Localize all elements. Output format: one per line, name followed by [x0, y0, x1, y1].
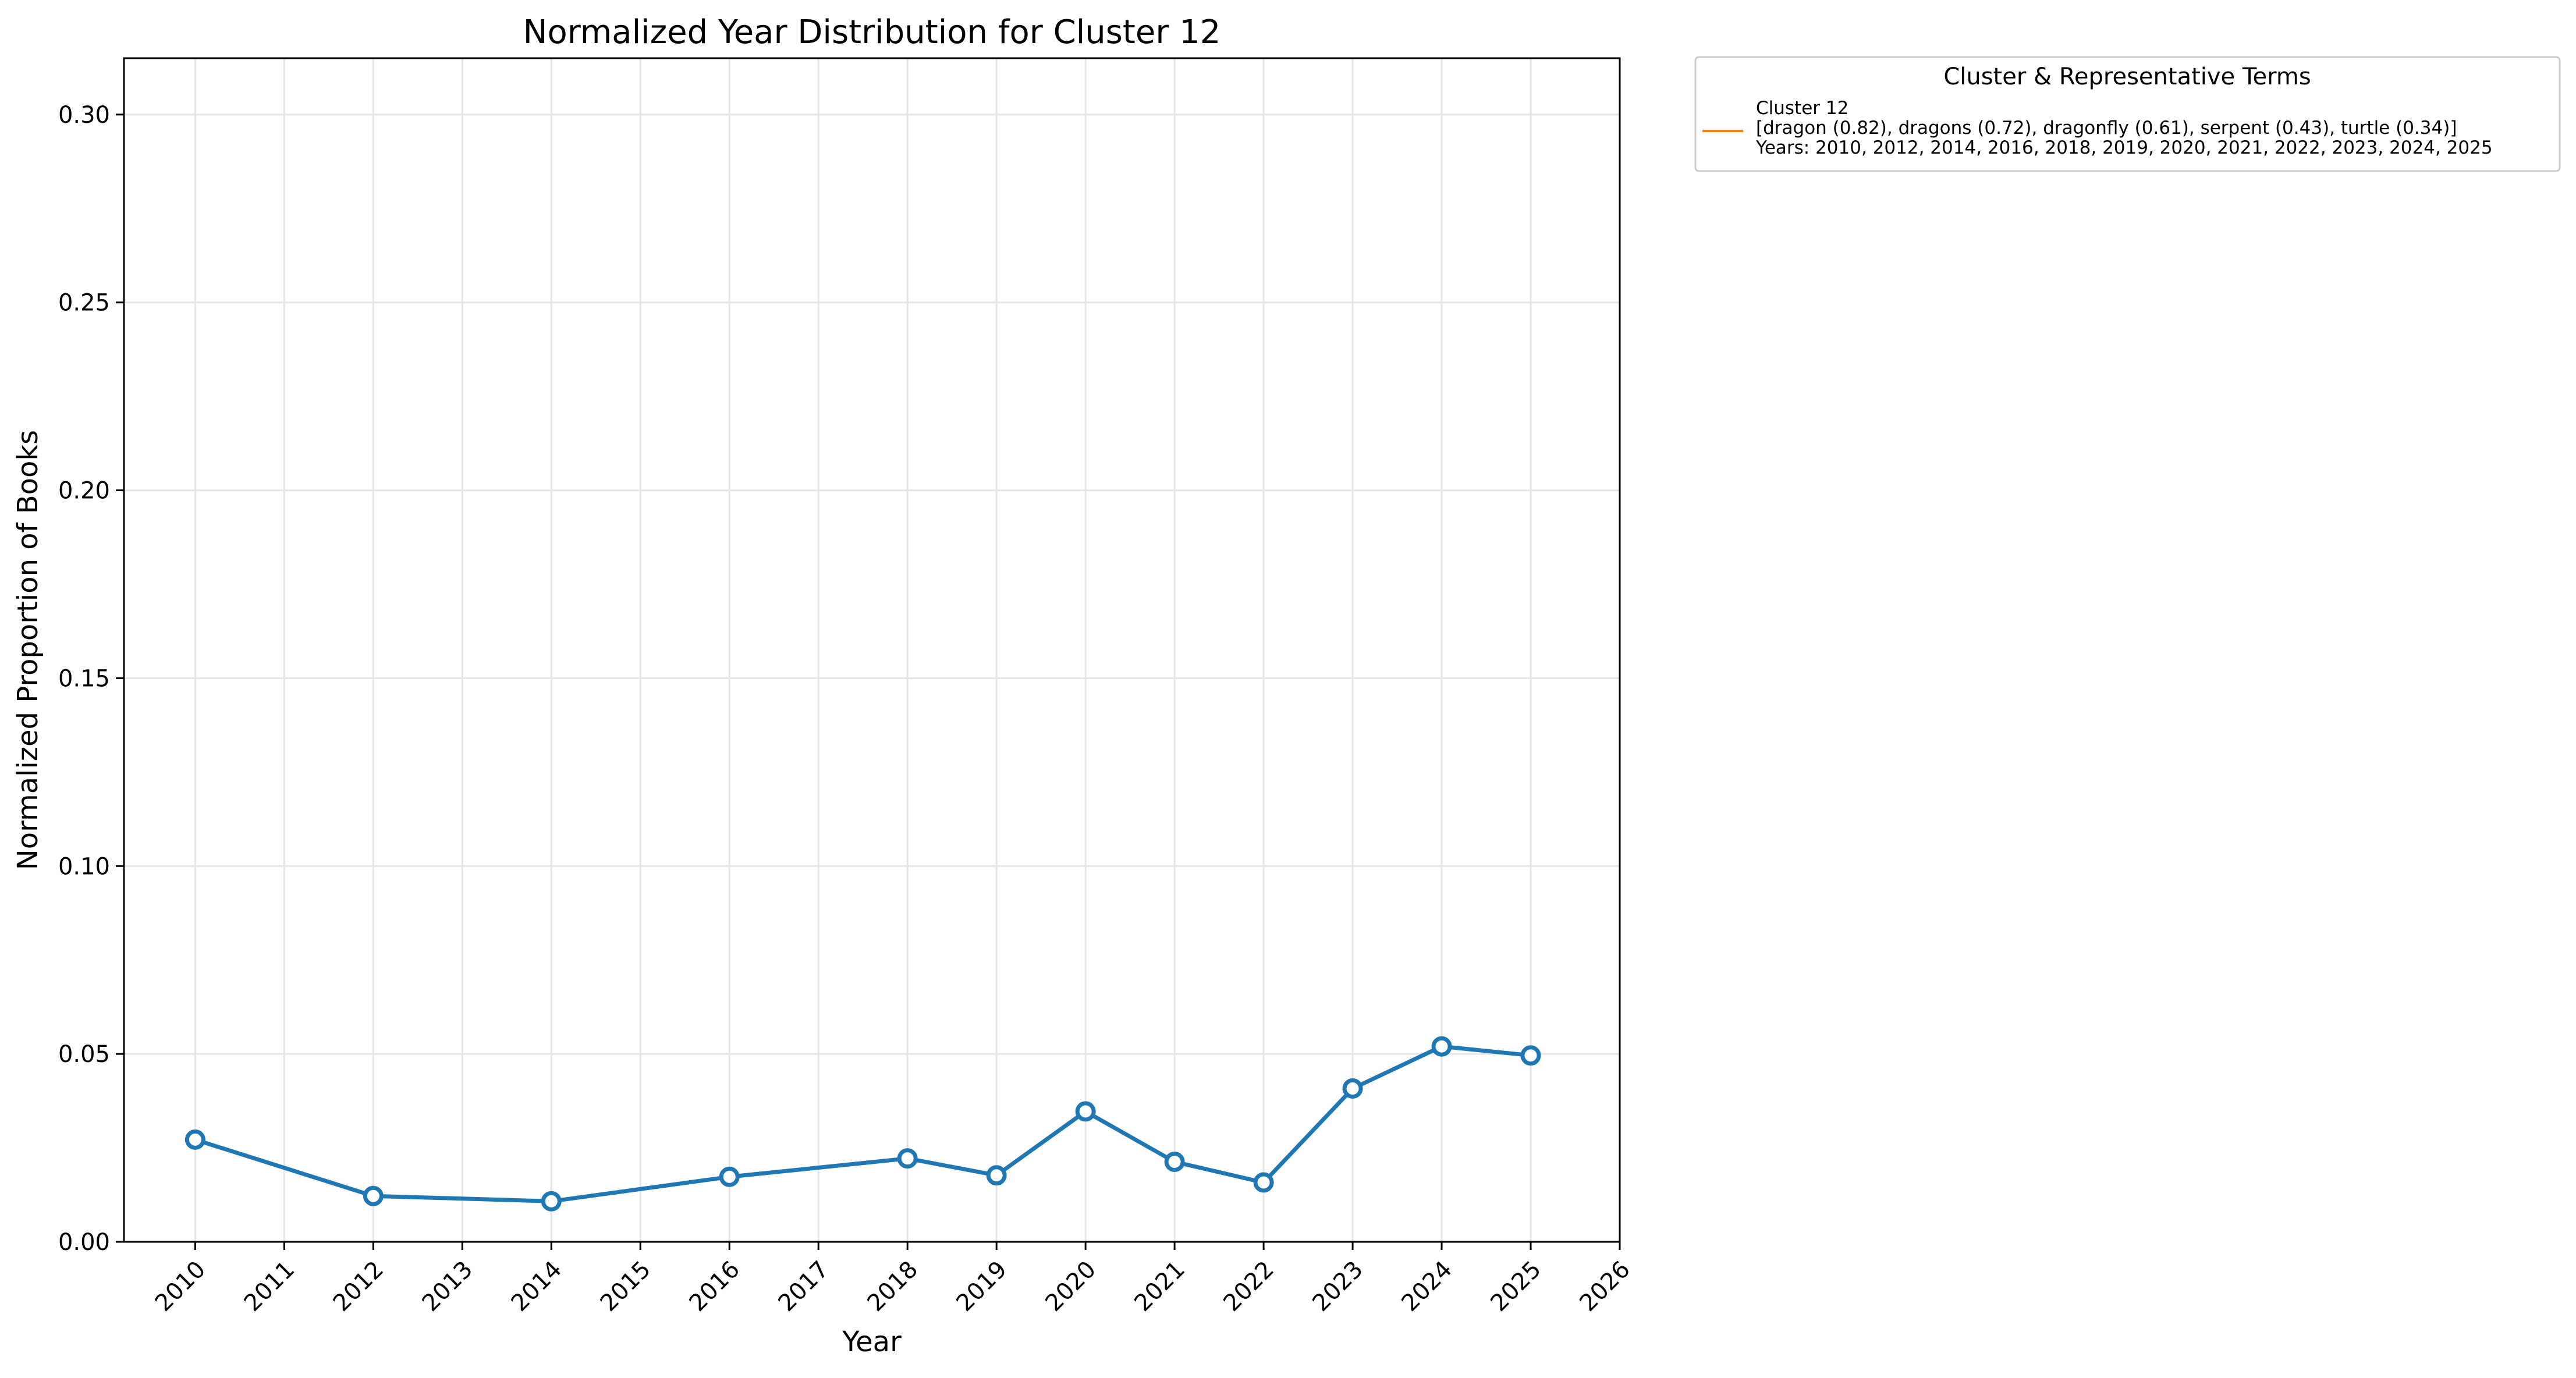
- series-layer: [184, 1036, 1541, 1212]
- data-point: [1431, 1036, 1452, 1057]
- legend-entry-terms: [dragon (0.82), dragons (0.72), dragonfl…: [1756, 118, 2457, 138]
- data-point: [1164, 1151, 1185, 1172]
- legend: Cluster & Representative Terms Cluster 1…: [1694, 56, 2561, 172]
- data-point: [1253, 1172, 1274, 1193]
- data-point: [897, 1148, 918, 1169]
- x-axis-label: Year: [842, 1326, 902, 1358]
- data-point: [1520, 1045, 1541, 1066]
- y-tick-label: 0.20: [58, 478, 110, 505]
- y-axis-label: Normalized Proportion of Books: [12, 430, 44, 870]
- legend-entry-years: Years: 2010, 2012, 2014, 2016, 2018, 201…: [1755, 137, 2493, 158]
- plot-frame: [123, 57, 1621, 1243]
- data-point: [184, 1129, 205, 1150]
- y-tick-label: 0.10: [58, 853, 110, 880]
- y-tick-label: 0.00: [58, 1229, 110, 1256]
- legend-box: [1694, 56, 2561, 172]
- legend-title: Cluster & Representative Terms: [1943, 63, 2311, 90]
- legend-entry-cluster: Cluster 12: [1756, 98, 1848, 119]
- data-point: [719, 1166, 740, 1187]
- data-point: [1075, 1101, 1096, 1122]
- y-tick-label: 0.05: [58, 1041, 110, 1068]
- data-point: [363, 1185, 384, 1206]
- data-point: [541, 1191, 562, 1212]
- y-tick-label: 0.15: [58, 665, 110, 692]
- y-tick-label: 0.30: [58, 102, 110, 129]
- data-point: [1342, 1078, 1363, 1099]
- y-tick-label: 0.25: [58, 290, 110, 317]
- chart-title: Normalized Year Distribution for Cluster…: [523, 13, 1221, 51]
- data-point: [986, 1165, 1007, 1186]
- series-line: [193, 1044, 1533, 1203]
